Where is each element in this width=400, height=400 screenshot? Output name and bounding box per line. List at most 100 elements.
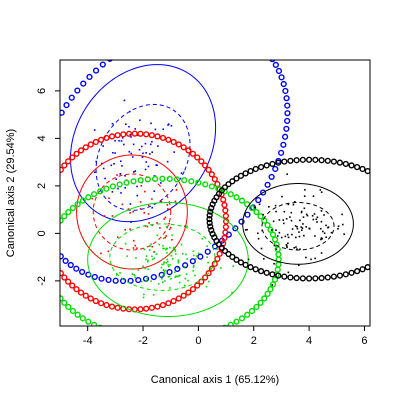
data-point [197, 252, 200, 255]
ellipse-marker [330, 273, 337, 280]
ellipse-marker [73, 150, 80, 157]
data-point [179, 274, 181, 277]
ellipse-marker [280, 80, 287, 88]
data-point [116, 236, 119, 239]
data-point [167, 123, 170, 125]
data-point [119, 172, 122, 175]
data-point [123, 99, 126, 102]
ellipse-marker [206, 216, 213, 223]
ellipse-marker [220, 196, 227, 203]
data-point [183, 265, 186, 268]
ellipse-marker [225, 181, 232, 188]
ellipse-marker [192, 22, 197, 27]
ellipse-marker [318, 157, 325, 164]
ellipse-marker [394, 245, 399, 250]
data-point [115, 178, 118, 180]
ellipse-marker [306, 156, 313, 163]
ellipse-marker [112, 277, 119, 284]
ellipse-marker [158, 271, 165, 278]
data-point [149, 245, 151, 247]
data-point [93, 129, 96, 131]
data-point [123, 143, 125, 146]
data-point [185, 253, 187, 256]
data-point [170, 124, 173, 127]
data-point [171, 234, 173, 236]
ellipse-marker [60, 223, 61, 227]
data-point [162, 274, 164, 277]
ellipse-marker [143, 305, 150, 312]
data-point [99, 257, 101, 259]
data-point [120, 267, 122, 269]
ellipse-marker [60, 109, 65, 116]
data-point [147, 213, 150, 215]
data-point [136, 134, 139, 137]
data-point [129, 133, 132, 136]
ellipse-marker [185, 289, 192, 296]
data-point [247, 258, 250, 261]
ellipse-marker [68, 94, 75, 101]
ellipse-marker [194, 154, 201, 161]
data-point [306, 214, 309, 217]
ellipse-marker [330, 158, 337, 165]
ellipse-marker [148, 304, 155, 311]
ellipse-marker [375, 173, 380, 178]
data-point [320, 191, 323, 193]
data-point [287, 203, 290, 206]
data-point [192, 254, 195, 257]
data-point [299, 219, 301, 222]
data-point [173, 271, 176, 274]
data-point [102, 145, 104, 147]
inner-ellipse-dashed [95, 103, 191, 211]
data-point [120, 160, 122, 163]
ellipse-marker [65, 303, 72, 311]
ellipse-marker [79, 268, 86, 276]
ellipse-marker [49, 282, 54, 287]
ellipse-marker [312, 275, 319, 282]
data-point [174, 200, 177, 203]
ellipse-marker [92, 67, 100, 74]
data-point [136, 185, 138, 188]
ellipse-marker [54, 249, 59, 254]
data-point [171, 238, 173, 241]
ellipse-marker [225, 250, 232, 258]
ellipse-marker [199, 22, 204, 27]
ellipse-marker [266, 51, 271, 56]
ellipse-marker [150, 273, 157, 281]
data-point [305, 256, 307, 259]
data-point [205, 285, 208, 288]
data-point [155, 164, 158, 166]
data-point [341, 213, 343, 216]
ellipse-marker [47, 237, 52, 242]
ellipse-marker [354, 163, 361, 171]
ellipse-marker [45, 267, 50, 272]
data-point [153, 251, 155, 254]
data-point [150, 122, 152, 125]
ellipse-marker [137, 177, 144, 184]
data-point [170, 278, 172, 280]
data-point [293, 246, 295, 249]
data-point [151, 245, 154, 248]
data-point [101, 162, 103, 165]
ellipse-marker [98, 300, 105, 307]
ellipse-marker [60, 292, 61, 296]
ellipse-marker [152, 175, 159, 183]
ellipse-marker [391, 249, 396, 254]
ellipse-marker [97, 188, 104, 195]
data-point [147, 204, 150, 207]
data-point [313, 213, 316, 215]
data-point [147, 268, 149, 271]
data-point [162, 237, 165, 240]
data-point [257, 232, 259, 235]
data-point [175, 189, 178, 191]
data-point [164, 216, 167, 219]
ellipse-marker [61, 162, 68, 169]
data-point [145, 258, 147, 261]
ellipse-marker [238, 218, 245, 225]
data-point [192, 266, 195, 268]
ellipse-marker [275, 159, 282, 166]
data-point [174, 250, 177, 252]
x-tick-label: -2 [138, 335, 148, 347]
ellipse-marker [47, 187, 52, 192]
ellipse-marker [111, 330, 116, 335]
data-point [155, 253, 158, 255]
